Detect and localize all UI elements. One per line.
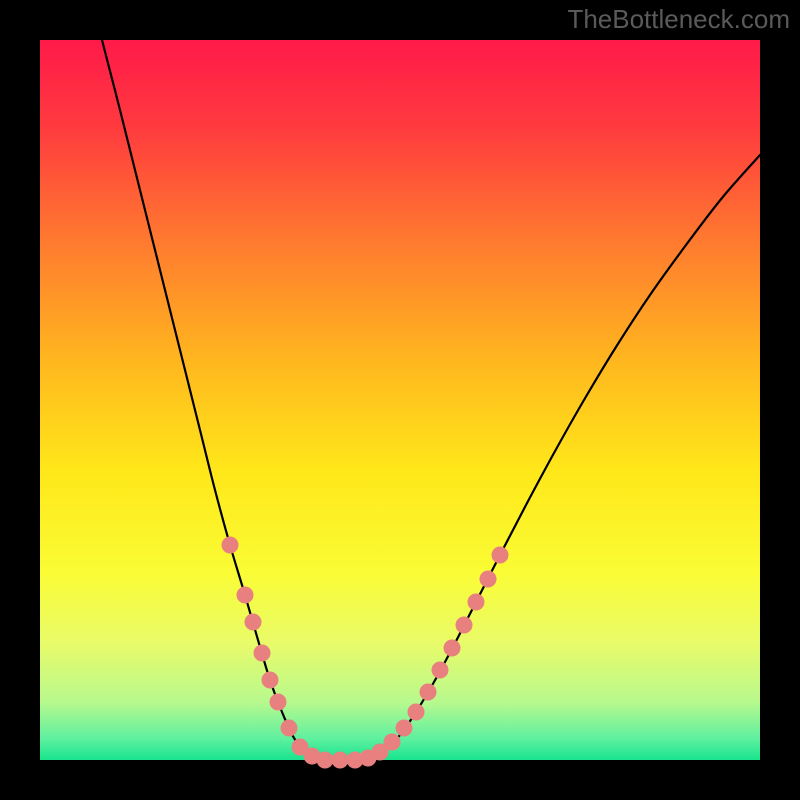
marker-point <box>245 614 261 630</box>
bottleneck-chart <box>0 0 800 800</box>
marker-point <box>480 571 496 587</box>
marker-point <box>420 684 436 700</box>
marker-point <box>222 537 238 553</box>
marker-point <box>317 752 333 768</box>
plot-background <box>40 40 760 760</box>
marker-point <box>262 672 278 688</box>
marker-point <box>332 752 348 768</box>
marker-point <box>281 720 297 736</box>
marker-point <box>456 617 472 633</box>
chart-container: TheBottleneck.com <box>0 0 800 800</box>
marker-point <box>408 704 424 720</box>
marker-point <box>444 640 460 656</box>
marker-point <box>237 587 253 603</box>
marker-point <box>254 645 270 661</box>
watermark-text: TheBottleneck.com <box>567 4 790 35</box>
marker-point <box>396 720 412 736</box>
marker-point <box>468 594 484 610</box>
marker-point <box>384 734 400 750</box>
marker-point <box>270 694 286 710</box>
marker-point <box>492 547 508 563</box>
marker-point <box>432 662 448 678</box>
